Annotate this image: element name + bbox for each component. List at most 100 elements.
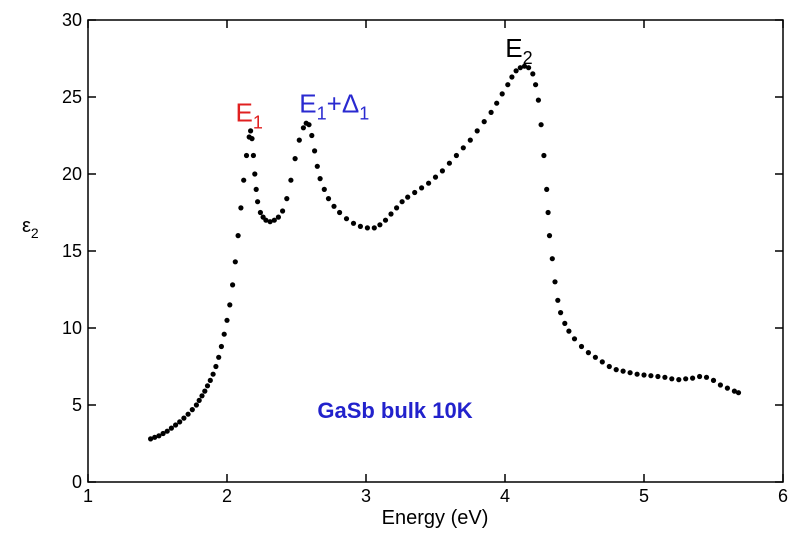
data-point (253, 186, 259, 192)
y-axis-title: ε2 (22, 215, 39, 241)
data-point (241, 177, 247, 183)
data-point (249, 136, 255, 142)
data-point (592, 354, 599, 360)
data-point (426, 180, 432, 186)
annotation-e1d-sub: 1 (317, 103, 327, 123)
data-point (193, 402, 199, 408)
data-point (252, 171, 258, 177)
sample-label: GaSb bulk 10K (317, 398, 472, 423)
data-point (230, 282, 236, 288)
annotation-e2: E2 (505, 33, 532, 68)
data-point (538, 122, 544, 128)
annotation-e1d-extra: +Δ (327, 88, 360, 118)
x-tick-label: 4 (500, 486, 510, 506)
data-point (343, 216, 350, 222)
annotation-e2-base: E (505, 33, 522, 63)
data-point (606, 363, 612, 370)
y-tick-label: 10 (62, 318, 82, 338)
axis-ticks (87, 19, 784, 483)
data-point (314, 163, 320, 169)
data-point (377, 222, 383, 228)
annotation-e1d-base: E (299, 88, 316, 118)
data-point (432, 174, 439, 180)
data-point (494, 100, 500, 106)
y-axis-title-base: ε (22, 215, 31, 237)
data-point (207, 377, 213, 383)
data-point (164, 428, 170, 434)
data-point (202, 388, 208, 394)
data-point (213, 363, 219, 370)
data-point (717, 382, 724, 388)
data-point (710, 377, 717, 383)
x-tick-label: 5 (639, 486, 649, 506)
data-point (267, 219, 273, 225)
data-point (181, 415, 187, 421)
data-point (232, 259, 238, 265)
x-axis-title: Energy (eV) (382, 507, 489, 529)
y-axis-title-sub: 2 (31, 225, 39, 241)
data-point (634, 371, 640, 377)
annotation-e1-sub: 1 (253, 113, 263, 133)
data-point (300, 125, 306, 131)
data-point (697, 373, 703, 380)
data-point (394, 205, 400, 211)
data-point (160, 430, 166, 437)
data-point (210, 371, 216, 377)
y-tick-label: 25 (62, 87, 82, 107)
data-point (627, 370, 633, 376)
data-point (453, 152, 459, 159)
data-point (521, 63, 528, 69)
data-point (690, 375, 696, 381)
data-point (250, 152, 256, 159)
data-point (655, 373, 661, 380)
data-point (306, 122, 312, 128)
data-point (517, 65, 523, 71)
data-point (235, 233, 241, 239)
x-tick-label: 1 (83, 486, 93, 506)
data-point (530, 71, 536, 77)
data-point (585, 350, 592, 356)
data-point (204, 383, 211, 389)
y-tick-label: 5 (72, 395, 82, 415)
data-point (156, 433, 162, 439)
data-point (388, 211, 394, 217)
data-point (168, 425, 174, 431)
data-point (578, 343, 585, 350)
data-point (488, 109, 494, 115)
data-point (255, 199, 261, 205)
data-point (309, 132, 315, 139)
data-point (218, 343, 224, 350)
data-point (238, 205, 244, 211)
data-point (555, 297, 561, 303)
data-point (724, 385, 731, 391)
data-point (221, 331, 227, 337)
data-point (288, 177, 294, 183)
data-point (196, 397, 202, 403)
data-point (177, 419, 183, 425)
data-point (227, 302, 233, 308)
data-point (505, 82, 511, 88)
annotation-e1: E1 (236, 98, 263, 133)
annotation-e1-base: E (236, 98, 253, 128)
data-point (405, 194, 411, 200)
data-point (364, 225, 370, 231)
y-tick-label: 20 (62, 164, 82, 184)
data-point (535, 97, 542, 103)
data-point (552, 279, 558, 285)
data-point (257, 209, 263, 216)
data-point (263, 217, 269, 223)
data-point (292, 156, 298, 162)
data-point (669, 376, 675, 382)
data-point (526, 65, 532, 71)
data-point (481, 119, 487, 125)
data-point (321, 186, 327, 192)
data-point (243, 152, 250, 159)
data-point (371, 225, 377, 231)
data-point (446, 160, 452, 166)
data-point (296, 137, 302, 143)
data-point (199, 393, 205, 399)
data-point (544, 186, 550, 192)
data-point (152, 434, 158, 440)
data-point (216, 354, 222, 360)
